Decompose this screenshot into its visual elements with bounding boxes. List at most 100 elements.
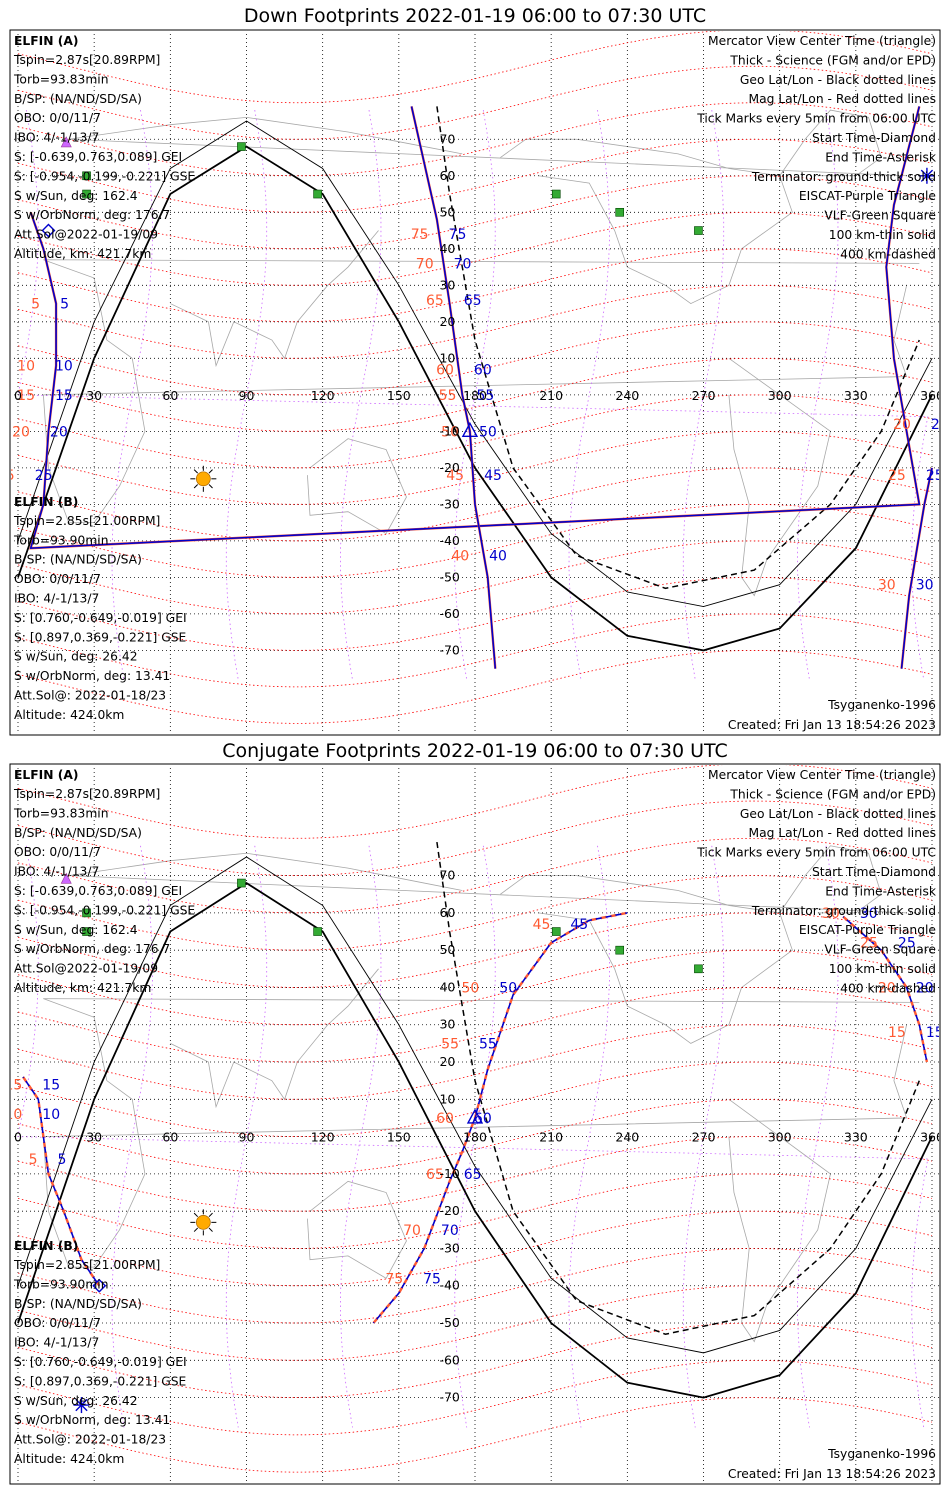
lat-tick-label: 10 xyxy=(439,1091,455,1106)
tick-label-b: 15 xyxy=(888,1025,906,1041)
elfin-b-info-line: IBO: 4/-1/13/7 xyxy=(14,591,99,605)
elfin-b-info-line: Tspin=2.85s[21.00RPM] xyxy=(13,1258,160,1272)
mag-parallel xyxy=(17,394,933,469)
mag-meridian xyxy=(454,110,496,680)
elfin-a-info-line: S: [-0.639,0.763,0.089] GEI xyxy=(14,884,182,898)
tick-label-a: 15 xyxy=(55,388,73,404)
tick-label-b: 25 xyxy=(860,936,878,952)
tick-label-b: 70 xyxy=(403,1223,421,1239)
elfin-a-label: ELFIN (A) xyxy=(14,34,79,48)
mag-parallel xyxy=(17,949,933,1026)
conjugate-footprints-panel: Conjugate Footprints 2022-01-19 06:00 to… xyxy=(4,740,944,1485)
vlf-square xyxy=(694,964,703,974)
sun-disc xyxy=(195,1215,211,1230)
sun-ray xyxy=(193,1212,199,1218)
sun-disc xyxy=(195,471,211,487)
mag-meridian xyxy=(225,845,268,1428)
tick-label-a: 10 xyxy=(42,1107,60,1123)
tick-label-b: 20 xyxy=(893,417,911,433)
lon-tick-label: 300 xyxy=(768,388,792,403)
tick-label-a: 20 xyxy=(916,980,934,996)
lon-tick-label: 360 xyxy=(920,1130,944,1145)
mag-meridian xyxy=(225,110,268,680)
elfin-a-info-line: B/SP: (NA/ND/SD/SA) xyxy=(14,826,142,840)
mag-parallel xyxy=(17,1285,933,1361)
elfin-a-info-line: S w/Sun, deg: 162.4 xyxy=(14,923,138,937)
lon-tick-label: 120 xyxy=(311,388,335,403)
elfin-a-info-line: OBO: 0/0/11/7 xyxy=(14,845,101,859)
elfin-b-info-line: S: [0.897,0.369,-0.221] GSE xyxy=(14,630,186,644)
lon-tick-label: 270 xyxy=(692,388,716,403)
lon-tick-label: 360 xyxy=(920,388,944,403)
mag-parallel xyxy=(17,650,933,724)
mag-meridian xyxy=(340,110,382,680)
mag-meridian xyxy=(682,845,725,1428)
lon-tick-label: 240 xyxy=(615,1130,639,1145)
lon-tick-label: 60 xyxy=(162,388,178,403)
tick-label-a: 50 xyxy=(479,424,497,440)
elfin-b-info-line: S w/Sun, deg: 26.42 xyxy=(14,1394,138,1408)
legend-line: VLF-Green Square xyxy=(824,943,936,957)
sun-ray xyxy=(193,484,199,489)
center-triangle xyxy=(466,1108,484,1124)
tick-label-b: 65 xyxy=(426,1167,444,1183)
lat-tick-label: 70 xyxy=(439,131,455,146)
legend-line: Geo Lat/Lon - Black dotted lines xyxy=(740,73,936,87)
vlf-square xyxy=(82,927,91,936)
mag-meridian xyxy=(797,110,839,680)
lon-tick-label: 90 xyxy=(239,388,255,403)
lat-tick-label: -50 xyxy=(439,569,459,584)
mag-parallel xyxy=(17,577,933,651)
elfin-a-info-line: IBO: 4/-1/13/7 xyxy=(14,865,99,879)
tick-label-b: 45 xyxy=(446,468,464,484)
track-elfin-a-blue xyxy=(900,467,933,669)
tick-label-b: 5 xyxy=(31,297,40,313)
mag-meridian xyxy=(797,845,839,1428)
tick-label-b: 55 xyxy=(439,388,457,404)
elfin-a-info-line: S w/OrbNorm, deg: 176.7 xyxy=(14,942,170,956)
coastline xyxy=(500,875,793,1044)
tick-label-a: 15 xyxy=(926,1025,944,1041)
legend-line: Tick Marks every 5min from 06:00 UTC xyxy=(696,846,936,860)
elfin-a-info-line: IBO: 4/-1/13/7 xyxy=(14,131,99,145)
elfin-a-info-line: S w/Sun, deg: 162.4 xyxy=(14,189,138,203)
elfin-b-info-line: Att.Sol@: 2022-01-18/23 xyxy=(14,688,166,702)
lon-tick-label: 60 xyxy=(162,1130,178,1145)
tick-label-b: 40 xyxy=(451,548,469,564)
vlf-square xyxy=(615,207,625,217)
tick-label-a: 50 xyxy=(499,980,517,996)
tick-label-b: 60 xyxy=(436,1111,454,1127)
tick-label-b: 20 xyxy=(878,980,896,996)
coastline xyxy=(68,852,907,914)
tick-label-b: 25 xyxy=(0,468,15,484)
tick-label-a: 45 xyxy=(570,917,588,933)
tick-label-b: 15 xyxy=(4,1077,22,1093)
elfin-a-info-line: Tspin=2.87s[20.89RPM] xyxy=(13,53,160,67)
lon-tick-label: 150 xyxy=(387,388,411,403)
lat-tick-label: 30 xyxy=(439,1017,455,1032)
terminator-100km xyxy=(17,120,933,608)
mag-meridian xyxy=(454,845,496,1428)
chart-title: Down Footprints 2022-01-19 06:00 to 07:3… xyxy=(244,5,706,27)
sun-icon xyxy=(190,465,217,492)
mag-parallel xyxy=(17,138,933,213)
eiscat-triangle xyxy=(60,872,72,884)
mag-parallel xyxy=(17,875,933,951)
tick-label-a: 30 xyxy=(860,906,878,922)
lon-tick-label: 210 xyxy=(539,1130,563,1145)
tick-label-a: 70 xyxy=(454,256,472,272)
track-elfin-a-blue xyxy=(29,106,921,550)
tick-label-b: 60 xyxy=(436,362,454,378)
lon-tick-label: 180 xyxy=(463,1130,487,1145)
tick-label-a: 25 xyxy=(926,468,944,484)
tick-label-a: 20 xyxy=(50,424,68,440)
model-label: Tsyganenko-1996 xyxy=(827,698,936,712)
center-triangle xyxy=(461,421,479,438)
created-label: Created: Fri Jan 13 18:54:26 2023 xyxy=(728,1467,936,1481)
legend-line: EISCAT-Purple Triangle xyxy=(799,189,936,203)
lat-tick-label: -40 xyxy=(439,1278,459,1293)
mag-parallel xyxy=(17,65,933,140)
terminator-400km xyxy=(436,841,920,1335)
